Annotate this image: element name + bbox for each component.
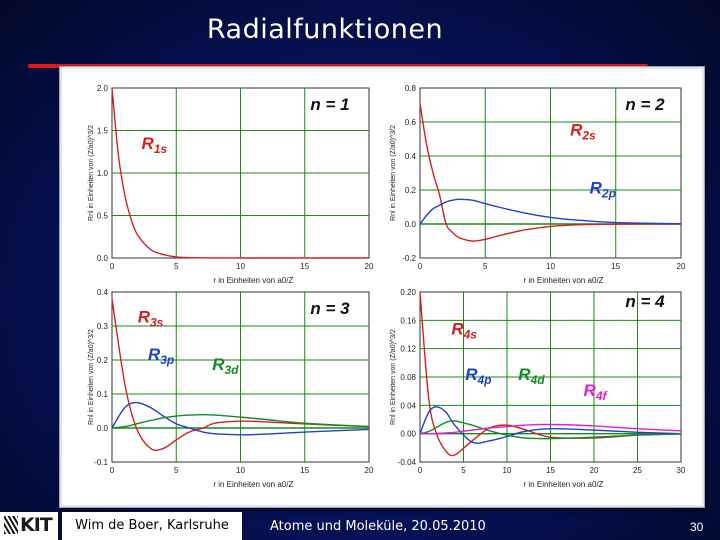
y-tick-label: 0.1 (97, 390, 109, 399)
x-axis-label: r in Einheiten von a0/Z (524, 480, 604, 489)
y-tick-label: 1.0 (97, 169, 109, 178)
y-tick-label: 2.0 (97, 84, 109, 93)
series-label-r4p: R4p (465, 365, 491, 387)
y-tick-label: 0.8 (405, 84, 417, 93)
kit-logo-text: KIT (20, 514, 53, 536)
x-tick-label: 20 (590, 466, 599, 475)
series-line-r2p (419, 198, 682, 225)
series-label-r1s: R1s (142, 134, 168, 156)
x-tick-label: 25 (633, 466, 642, 475)
shell-label: n = 1 (310, 95, 349, 114)
x-tick-label: 15 (546, 466, 555, 475)
y-tick-label: 0.08 (400, 373, 416, 382)
x-tick-label: 10 (503, 466, 512, 475)
x-tick-label: 10 (236, 466, 245, 475)
series-label-r2p: R2p (590, 178, 616, 200)
y-tick-label: 0.3 (97, 322, 109, 331)
x-tick-label: 5 (461, 466, 466, 475)
y-tick-label: 0.00 (400, 430, 416, 439)
series-label-r3p: R3p (148, 345, 174, 367)
series-line-r3p (111, 401, 370, 436)
x-tick-label: 20 (365, 262, 374, 271)
x-tick-label: 15 (611, 262, 620, 271)
y-tick-label: 0.4 (97, 288, 109, 297)
y-tick-label: 0.20 (400, 288, 416, 297)
y-tick-label: 0.0 (97, 424, 109, 433)
x-tick-label: 30 (677, 466, 686, 475)
y-tick-label: 0.12 (400, 345, 416, 354)
slide-title: Radialfunktionen (206, 14, 444, 45)
footer-author: Wim de Boer, Karlsruhe (62, 512, 242, 540)
series-label-r4d: R4d (518, 365, 545, 387)
x-tick-label: 5 (174, 262, 179, 271)
x-tick-label: 15 (300, 262, 309, 271)
x-tick-label: 5 (174, 466, 179, 475)
shell-label: n = 2 (625, 95, 665, 114)
x-tick-label: 10 (546, 262, 555, 271)
x-tick-label: 20 (677, 262, 686, 271)
series-line-r4f (420, 423, 682, 435)
series-line-r2s (419, 103, 682, 242)
shell-label: n = 4 (625, 292, 665, 311)
x-tick-label: 0 (110, 262, 115, 271)
series-label-r2s: R2s (570, 121, 596, 143)
shell-label: n = 3 (310, 299, 350, 318)
y-tick-label: -0.2 (402, 254, 416, 263)
y-tick-label: 0.0 (405, 220, 417, 229)
y-tick-label: 1.5 (97, 127, 109, 136)
y-tick-label: 0.2 (97, 356, 109, 365)
y-tick-label: 0.0 (97, 254, 109, 263)
x-tick-label: 5 (483, 262, 488, 271)
y-tick-label: -0.1 (94, 458, 108, 467)
series-line-r4p (419, 406, 682, 444)
x-tick-label: 15 (300, 466, 309, 475)
series-label-r3d: R3d (212, 355, 239, 377)
chart-4: 0 5 10 15 20 25 30 -0.04 0.00 0.04 0.08 0.12 0.16 0.2… (390, 288, 686, 489)
y-axis-label: Rnl in Einheiten von (Z/a0)^3/2 (390, 329, 397, 425)
series-line-r4d (419, 420, 682, 440)
x-tick-label: 10 (236, 262, 245, 271)
x-axis-label: r in Einheiten von a0/Z (524, 276, 604, 285)
y-axis-label: Rnl in Einheiten von (Z/a0)^3/2 (88, 125, 95, 221)
page-number: 30 (690, 520, 704, 534)
series-line-r3d (111, 413, 370, 429)
series-label-r3s: R3s (138, 308, 164, 330)
y-axis-label: Rnl in Einheiten von (Z/a0)^3/2 (88, 329, 95, 425)
series-line-r1s (111, 87, 369, 259)
y-tick-label: 0.2 (405, 186, 417, 195)
series-label-r4s: R4s (451, 320, 477, 342)
x-tick-label: 0 (418, 262, 423, 271)
y-tick-label: 0.6 (405, 118, 417, 127)
y-tick-label: 0.16 (400, 316, 416, 325)
chart-2: 0 5 10 15 20 -0.2 0.0 0.2 0.4 0.6 0.8 r in Einheite… (390, 84, 686, 285)
y-axis-label: Rnl in Einheiten von (Z/a0)^3/2 (390, 125, 397, 221)
y-tick-label: -0.04 (398, 458, 417, 467)
x-tick-label: 20 (365, 466, 374, 475)
y-tick-label: 0.5 (97, 212, 109, 221)
y-tick-label: 0.4 (405, 152, 417, 161)
series-label-r4f: R4f (584, 381, 608, 403)
y-tick-label: 0.04 (400, 401, 416, 410)
x-tick-label: 0 (110, 466, 115, 475)
x-axis-label: r in Einheiten von a0/Z (213, 480, 293, 489)
kit-logo: KIT (4, 514, 53, 536)
series-line-r3s (111, 298, 370, 451)
x-tick-label: 0 (418, 466, 423, 475)
chart-1: 0 5 10 15 20 0.0 0.5 1.0 1.5 2.0 r in Einheiten vo… (88, 84, 374, 285)
chart-3: 0 5 10 15 20 -0.1 0.0 0.1 0.2 0.3 0.4 r in Einheite… (88, 288, 374, 489)
x-axis-label: r in Einheiten von a0/Z (213, 276, 293, 285)
kit-logo-icon (4, 516, 18, 534)
footer-lecture-date: Atome und Moleküle, 20.05.2010 (270, 519, 486, 534)
